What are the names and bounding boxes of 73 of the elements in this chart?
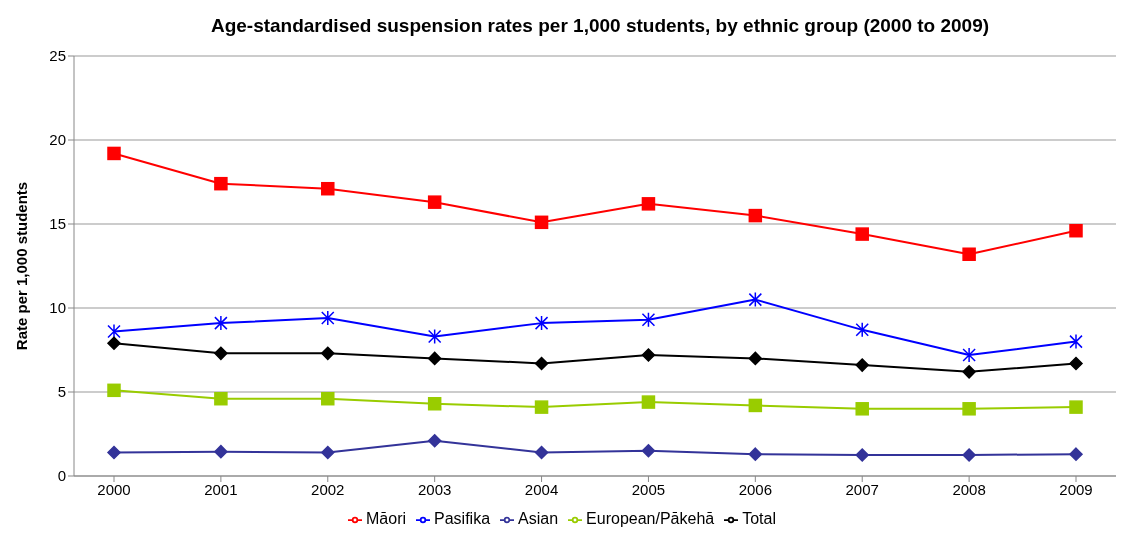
- point: [641, 312, 656, 328]
- point: [855, 227, 869, 241]
- legend-label: Pasifika: [434, 510, 491, 527]
- x-tick-label: 2008: [952, 480, 986, 498]
- point: [641, 444, 656, 458]
- point: [321, 181, 335, 196]
- x-tick-label: 2000: [97, 480, 131, 498]
- y-tick-label: 10: [49, 299, 66, 317]
- point: [748, 291, 763, 308]
- point: [1069, 400, 1083, 414]
- point: [641, 395, 656, 409]
- y-tick-label: 5: [57, 383, 66, 401]
- point: [962, 402, 976, 416]
- point: [534, 445, 549, 460]
- legend-label: Asian: [518, 510, 559, 527]
- point: [107, 383, 121, 398]
- point: [427, 328, 442, 345]
- x-tick-label: 2001: [204, 480, 238, 498]
- point: [855, 448, 869, 462]
- point: [1069, 333, 1083, 350]
- point: [214, 176, 228, 191]
- point: [534, 315, 549, 331]
- x-tick-label: 2002: [311, 480, 345, 498]
- point: [748, 447, 763, 461]
- point: [748, 398, 763, 413]
- point: [107, 323, 121, 340]
- point: [1069, 447, 1083, 461]
- point: [427, 351, 442, 366]
- point: [107, 146, 121, 161]
- legend-label: Māori: [366, 510, 407, 527]
- point: [214, 346, 228, 361]
- y-tick-label: 0: [57, 467, 66, 485]
- x-tick-label: 2009: [1059, 480, 1093, 498]
- chart-title: Age-standardised suspension rates per 1,000 students, by ethnic group (2000 to 2009): [209, 14, 991, 38]
- point: [321, 346, 335, 361]
- point: [107, 445, 121, 460]
- point: [534, 215, 549, 230]
- point: [748, 351, 763, 366]
- point: [962, 365, 976, 379]
- x-tick-label: 2004: [524, 480, 559, 498]
- point: [214, 391, 228, 406]
- y-tick-label: 25: [49, 47, 66, 65]
- point: [214, 315, 228, 331]
- point: [534, 400, 549, 414]
- point: [214, 444, 228, 459]
- x-tick-label: 2007: [845, 480, 879, 498]
- x-tick-label: 2003: [417, 480, 452, 498]
- legend-label: Total: [742, 510, 776, 527]
- point: [1069, 223, 1083, 238]
- point: [855, 402, 869, 416]
- point: [962, 247, 976, 261]
- point: [321, 391, 335, 406]
- point: [748, 208, 763, 223]
- x-tick-label: 2006: [738, 480, 773, 498]
- point: [107, 336, 121, 351]
- point: [321, 445, 335, 460]
- point: [427, 433, 442, 448]
- point: [641, 197, 656, 211]
- x-tick-label: 2005: [631, 480, 666, 498]
- point: [855, 322, 869, 338]
- point: [321, 310, 335, 326]
- point: [427, 397, 442, 411]
- point: [641, 348, 656, 362]
- y-axis-title: Rate per 1,000 students: [13, 181, 31, 351]
- point: [1069, 356, 1083, 371]
- point: [534, 356, 549, 371]
- legend-label: European/Pākehā: [586, 510, 715, 527]
- point: [962, 448, 976, 462]
- y-tick-label: 20: [49, 131, 66, 149]
- y-tick-label: 15: [49, 215, 66, 233]
- point: [855, 358, 869, 372]
- point: [427, 195, 442, 209]
- point: [962, 347, 976, 363]
